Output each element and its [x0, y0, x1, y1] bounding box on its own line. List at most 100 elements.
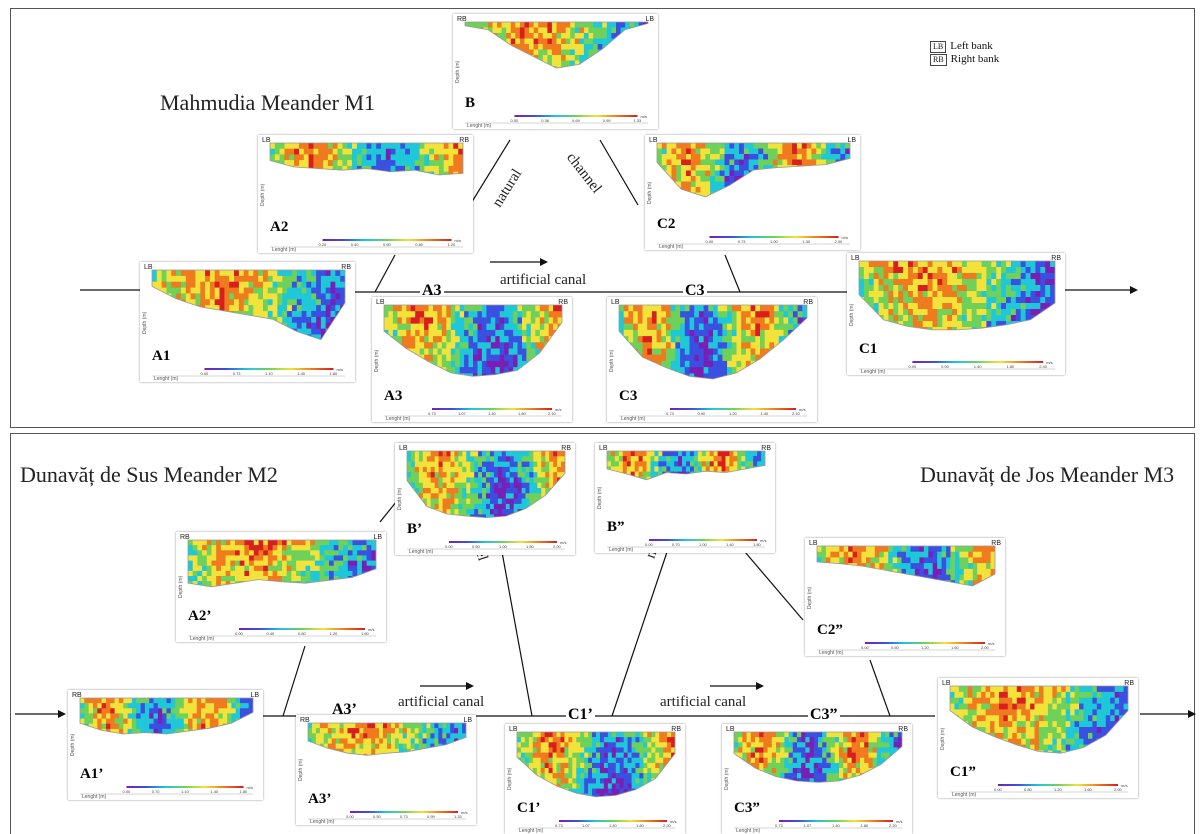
bottom-section-a3p: A3’ [330, 701, 359, 719]
scale-tick-label: 1.60 [361, 631, 369, 636]
length-axis-label: Lenght (m) [659, 244, 684, 250]
scale-unit-label: m/s [799, 407, 806, 412]
scale-tick-label: 0.99 [602, 118, 611, 123]
scale-tick-label: 2.00 [553, 544, 561, 549]
velocity-color-scale [998, 784, 1118, 786]
velocity-cells [308, 723, 466, 756]
depth-axis-label: Depth (m) [178, 575, 184, 598]
scale-tick-label: 1.80 [753, 542, 761, 547]
bank-label-left: LB [851, 255, 860, 262]
scale-tick-label: 0.70 [151, 789, 160, 794]
bank-label-left: LB [599, 445, 608, 452]
profile-a1p: RB LB Depth (m) Lenght (m) 0.00 0.70 1.10 1.40 1… [68, 690, 263, 800]
depth-axis-label: Depth (m) [507, 767, 513, 790]
length-axis-label: Lenght (m) [386, 416, 411, 422]
velocity-color-scale [559, 820, 667, 822]
scale-tick-label: 2.10 [548, 411, 556, 416]
depth-axis-label: Depth (m) [260, 183, 266, 206]
scale-tick-label: 1.80 [239, 789, 248, 794]
velocity-plot-c1p [516, 731, 676, 829]
scale-tick-label: 2.40 [1039, 364, 1047, 369]
riverbed-outline [187, 539, 377, 588]
scale-unit-label: m/s [760, 538, 767, 543]
scale-tick-label: 2.20 [663, 823, 671, 828]
scale-tick-label: 1.50 [526, 544, 534, 549]
profile-label: C1 [859, 341, 878, 357]
riverbed-outline [406, 450, 566, 519]
riverbed-outline [151, 269, 346, 341]
scale-unit-label: m/s [555, 407, 562, 412]
scale-tick-label: 0.69 [572, 118, 580, 123]
velocity-cells [152, 270, 345, 340]
riverbed-outline [816, 545, 996, 587]
scale-unit-label: m/s [246, 785, 253, 790]
velocity-color-scale [204, 368, 334, 370]
m2-title: Dunavăț de Sus Meander M2 [20, 462, 278, 487]
scale-tick-label: 2.00 [834, 239, 843, 244]
bank-label-right: RB [991, 540, 1001, 547]
scale-tick-label: 0.73 [737, 239, 746, 244]
scale-tick-label: 0.73 [428, 411, 436, 416]
scale-tick-label: 1.00 [499, 544, 507, 549]
velocity-color-scale [709, 236, 839, 238]
profile-c1p: LB RB Depth (m) Lenght (m) 0.73 1.07 1.40 1.80 2… [505, 724, 685, 834]
bank-label-right: RB [1051, 255, 1061, 262]
velocity-color-scale [322, 239, 452, 241]
scale-tick-label: 0.60 [383, 242, 391, 247]
velocity-plot-c1pp [949, 685, 1129, 793]
scale-tick-label: 0.90 [697, 411, 706, 416]
scale-tick-label: 1.40 [832, 823, 840, 828]
depth-axis-label: Depth (m) [849, 303, 855, 327]
right-artificial-canal-label: artificial canal [660, 694, 747, 710]
scale-tick-label: 1.20 [921, 645, 929, 650]
scale-tick-label: 1.20 [447, 242, 456, 247]
scale-tick-label: 0.50 [373, 814, 381, 819]
scale-tick-label: 1.10 [265, 371, 273, 376]
profile-c2: LB LB Depth (m) Lenght (m) 0.00 0.73 1.00 1.30 2… [645, 135, 860, 250]
bank-label-right: LB [847, 137, 856, 144]
profile-label: B’ [407, 521, 422, 537]
riverbed-outline [618, 304, 808, 380]
scale-tick-label: 0.73 [775, 823, 783, 828]
bank-label-left: LB [809, 540, 818, 547]
velocity-cells [734, 732, 902, 783]
riverbed-outline [606, 450, 766, 481]
scale-tick-label: 1.20 [1054, 787, 1062, 792]
velocity-plot-bp [406, 450, 566, 550]
velocity-plot-c1 [858, 260, 1056, 370]
bank-label-left: LB [262, 137, 271, 144]
scale-tick-label: 1.60 [951, 645, 959, 650]
scale-tick-label: 0.00 [235, 631, 243, 636]
bank-label-left: RB [72, 692, 82, 699]
m1-title: Mahmudia Meander M1 [160, 90, 376, 115]
bank-label-right: RB [558, 299, 568, 306]
scale-tick-label: 0.36 [541, 118, 550, 123]
length-axis-label: Lenght (m) [519, 828, 544, 834]
scale-tick-label: 0.00 [861, 645, 869, 650]
profile-c3: LB RB Depth (m) Lenght (m) 0.73 0.90 1.20 1.40 2… [607, 297, 817, 422]
scale-unit-label: m/s [640, 114, 647, 119]
velocity-color-scale [449, 541, 557, 543]
velocity-color-scale [239, 628, 365, 630]
scale-tick-label: 1.80 [636, 823, 644, 828]
velocity-plot-a1p [79, 697, 254, 795]
bank-label-right: RB [803, 299, 813, 306]
length-axis-label: Lenght (m) [310, 819, 335, 825]
velocity-color-scale [865, 642, 985, 644]
profile-c3pp: LB RB Depth (m) Lenght (m) 0.73 1.07 1.40 1.80 2… [722, 724, 912, 834]
scale-tick-label: 1.80 [860, 823, 869, 828]
profile-c2pp: LB RB Depth (m) Lenght (m) 0.00 0.60 1.20 1.60 2… [805, 538, 1005, 656]
riverbed-outline [464, 21, 649, 69]
depth-axis-label: Depth (m) [609, 349, 615, 372]
bottom-section-c3pp: C3” [808, 706, 840, 724]
profile-a3p: RB LB Depth (m) Lenght (m) 0.00 0.50 0.73 0.99 1… [296, 715, 476, 825]
scale-tick-label: 0.00 [445, 544, 453, 549]
scale-tick-label: 0.90 [941, 364, 949, 369]
bank-label-right: RB [561, 445, 571, 452]
scale-tick-label: 1.40 [210, 789, 219, 794]
riverbed-outline [383, 304, 563, 377]
scale-tick-label: 0.73 [400, 814, 408, 819]
scale-tick-label: 2.00 [1114, 787, 1122, 792]
legend-right-bank-text: Right bank [950, 53, 1000, 65]
